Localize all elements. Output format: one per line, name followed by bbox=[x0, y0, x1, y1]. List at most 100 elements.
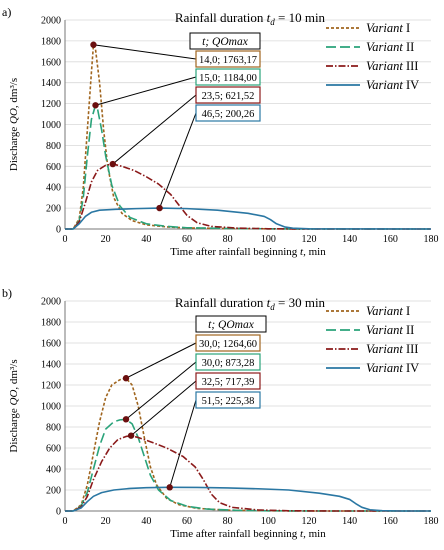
legend-entry-variant-4: Variant IV bbox=[366, 361, 419, 375]
x-axis-label-var: t bbox=[300, 528, 304, 540]
x-axis-label-text: Time after rainfall beginning bbox=[170, 528, 300, 540]
peak-marker-variant-1 bbox=[90, 41, 97, 48]
x-tick-label: 100 bbox=[261, 234, 276, 245]
annotation-box-variant-4 bbox=[195, 104, 261, 122]
legend-entry-variant-3: Variant III bbox=[366, 59, 418, 73]
legend-name: Variant bbox=[366, 323, 403, 337]
y-axis-label-text: Discharge bbox=[8, 124, 20, 171]
leader-line bbox=[125, 342, 197, 379]
legend-numeral: II bbox=[403, 323, 414, 337]
chart-title-suffix: = 30 min bbox=[275, 295, 326, 310]
x-axis-label: Time after rainfall beginning t, min bbox=[170, 246, 326, 258]
series-line-variant-1 bbox=[65, 377, 431, 512]
legend-numeral: I bbox=[403, 304, 410, 318]
annotation-box-variant-2 bbox=[195, 68, 261, 86]
series-line-variant-4 bbox=[65, 207, 432, 230]
x-tick-label: 140 bbox=[342, 516, 357, 527]
y-tick-label: 0 bbox=[56, 225, 61, 236]
y-tick-label: 0 bbox=[56, 507, 61, 518]
panel-label: b) bbox=[2, 286, 12, 300]
legend-numeral: III bbox=[403, 59, 419, 73]
peak-marker-variant-3 bbox=[109, 160, 116, 168]
x-axis-label-unit: , min bbox=[303, 246, 326, 258]
y-tick-label: 1600 bbox=[41, 57, 61, 68]
legend-entry-variant-2: Variant II bbox=[366, 40, 414, 54]
annotation-box-variant-4 bbox=[195, 391, 261, 409]
peak-marker-variant-2 bbox=[92, 102, 99, 109]
leader-line bbox=[125, 361, 197, 420]
y-tick-label: 200 bbox=[46, 204, 61, 215]
y-axis-label-text: Discharge bbox=[8, 405, 20, 452]
y-tick-label: 600 bbox=[46, 444, 61, 455]
x-tick-label: 160 bbox=[383, 234, 398, 245]
y-tick-label: 2000 bbox=[41, 16, 61, 27]
legend-entry-variant-2: Variant II bbox=[366, 323, 414, 337]
x-tick-label: 80 bbox=[223, 234, 233, 245]
annotation-label-variant-1: 14,0; 1763,17 bbox=[199, 55, 257, 66]
legend-numeral: IV bbox=[403, 78, 419, 92]
y-tick-label: 1800 bbox=[41, 36, 61, 47]
y-tick-label: 400 bbox=[46, 465, 61, 476]
annotation-label-variant-4: 51,5; 225,38 bbox=[202, 396, 255, 407]
x-tick-label: 120 bbox=[302, 516, 317, 527]
leader-line bbox=[159, 112, 197, 209]
y-tick-label: 1400 bbox=[41, 360, 61, 371]
legend-numeral: III bbox=[403, 342, 419, 356]
annotation-label-variant-3: 23,5; 621,52 bbox=[202, 91, 255, 102]
x-tick-label: 20 bbox=[101, 234, 111, 245]
y-tick-label: 2000 bbox=[41, 297, 61, 308]
y-axis-label-unit: , dm³/s bbox=[8, 78, 20, 108]
x-tick-label: 60 bbox=[182, 516, 192, 527]
annotation-header-box bbox=[189, 32, 261, 50]
y-axis-label-unit: , dm³/s bbox=[8, 359, 20, 389]
legend-numeral: II bbox=[403, 40, 414, 54]
legend-entry-variant-1: Variant I bbox=[366, 304, 410, 318]
annotation-label-variant-2: 15,0; 1184,00 bbox=[199, 73, 257, 84]
peak-marker-variant-1 bbox=[122, 375, 130, 382]
x-tick-label: 160 bbox=[383, 516, 398, 527]
series-line-variant-3 bbox=[65, 163, 431, 230]
y-axis-label: Discharge QO, dm³/s bbox=[8, 359, 20, 452]
legend-numeral: I bbox=[403, 21, 410, 35]
annotation-header-box bbox=[195, 315, 267, 333]
chart-title-sub: d bbox=[270, 302, 275, 312]
chart-title-var: t bbox=[267, 295, 271, 310]
x-axis-label-text: Time after rainfall beginning bbox=[170, 246, 300, 258]
chart-title-text: Rainfall duration bbox=[175, 295, 267, 310]
legend-name: Variant bbox=[366, 361, 403, 375]
annotation-label-variant-3: 32,5; 717,39 bbox=[202, 377, 255, 388]
y-tick-label: 1000 bbox=[41, 402, 61, 413]
y-tick-label: 1800 bbox=[41, 318, 61, 329]
annotation-header: t; QOmax bbox=[208, 319, 255, 331]
y-axis-label: Discharge QO, dm³/s bbox=[8, 78, 20, 171]
annotation-label-variant-2: 30,0; 873,28 bbox=[202, 358, 255, 369]
chart-title-var: t bbox=[267, 10, 271, 25]
peak-marker-variant-4 bbox=[166, 484, 173, 491]
leader-line bbox=[112, 94, 197, 165]
x-axis-label-var: t bbox=[300, 246, 304, 258]
legend-name: Variant bbox=[366, 78, 403, 92]
y-tick-label: 600 bbox=[46, 162, 61, 173]
chart-panel-a: a) 0 200 400 600 800 1000 1200 1400 1600 1800 2000 0… bbox=[2, 5, 439, 258]
x-tick-label: 100 bbox=[261, 516, 276, 527]
leader-line bbox=[169, 399, 197, 488]
annotation-label-variant-4: 46,5; 200,26 bbox=[202, 109, 255, 120]
x-tick-label: 140 bbox=[342, 234, 357, 245]
chart-title-text: Rainfall duration bbox=[175, 10, 267, 25]
annotation-box-variant-2 bbox=[195, 353, 261, 371]
series-line-variant-4 bbox=[65, 486, 431, 512]
y-tick-label: 1600 bbox=[41, 339, 61, 350]
y-tick-label: 1000 bbox=[41, 120, 61, 131]
x-tick-label: 60 bbox=[182, 234, 192, 245]
x-tick-label: 0 bbox=[63, 516, 68, 527]
x-tick-label: 20 bbox=[101, 516, 111, 527]
annotation-label-variant-1: 30,0; 1264,60 bbox=[199, 339, 257, 350]
x-axis-label: Time after rainfall beginning t, min bbox=[170, 528, 326, 540]
annotation-box-variant-3 bbox=[195, 86, 261, 104]
annotation-header: t; QOmax bbox=[202, 36, 249, 48]
peak-marker-variant-4 bbox=[156, 204, 163, 212]
series-line-variant-2 bbox=[65, 418, 431, 512]
y-tick-label: 1200 bbox=[41, 381, 61, 392]
y-axis-label-var: QO bbox=[8, 390, 20, 406]
